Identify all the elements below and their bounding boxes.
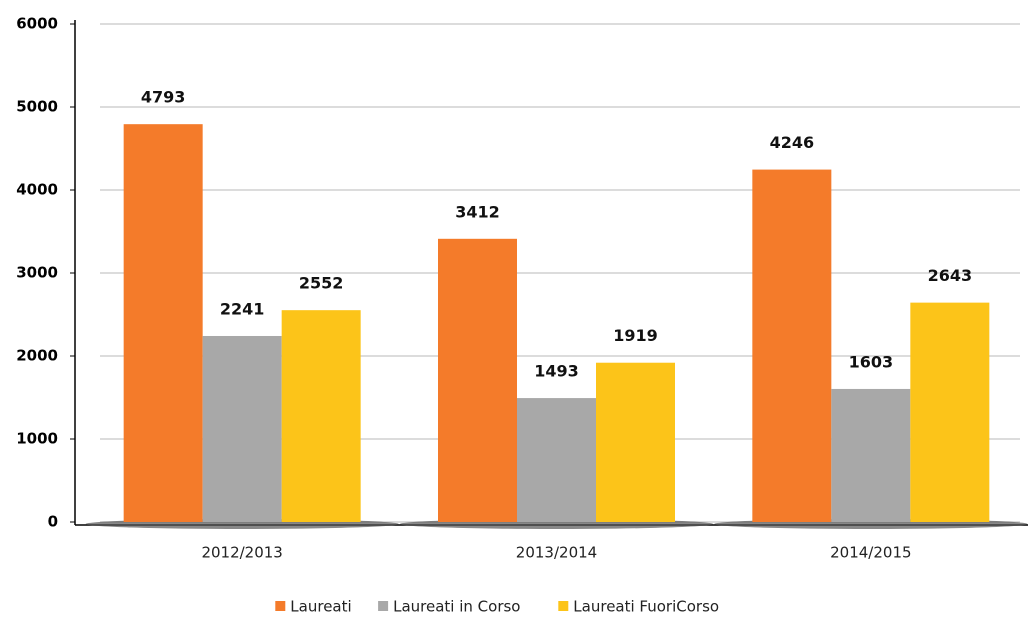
bar	[596, 362, 675, 522]
legend-label: Laureati FuoriCorso	[573, 598, 719, 616]
bar	[831, 388, 911, 522]
bar	[752, 169, 832, 522]
bar	[123, 124, 203, 522]
bar	[281, 310, 361, 522]
y-tick-label: 2000	[16, 347, 58, 365]
data-label: 1919	[613, 326, 658, 345]
x-tick-label: 2012/2013	[201, 544, 282, 562]
y-tick-label: 4000	[16, 181, 58, 199]
bar	[517, 398, 596, 522]
legend-swatch	[378, 601, 389, 611]
x-tick-label: 2014/2015	[830, 544, 911, 562]
bar	[202, 335, 282, 522]
x-tick-label: 2013/2014	[516, 544, 597, 562]
y-tick-label: 5000	[16, 98, 58, 116]
y-tick-label: 3000	[16, 264, 58, 282]
data-label: 2643	[928, 266, 973, 285]
data-label: 4793	[141, 88, 186, 107]
data-label: 4246	[770, 133, 815, 152]
data-label: 1493	[534, 362, 579, 381]
legend-label: Laureati	[290, 598, 351, 616]
legend-swatch	[275, 601, 286, 611]
y-tick-label: 6000	[16, 15, 58, 33]
legend-swatch	[558, 601, 569, 611]
data-label: 1603	[849, 352, 894, 371]
bar	[438, 238, 517, 522]
legend-label: Laureati in Corso	[393, 598, 520, 616]
y-tick-label: 1000	[16, 430, 58, 448]
data-label: 2241	[220, 299, 265, 318]
bar	[910, 302, 990, 522]
data-label: 3412	[455, 202, 500, 221]
y-tick-label: 0	[48, 513, 58, 531]
data-label: 2552	[299, 274, 344, 293]
